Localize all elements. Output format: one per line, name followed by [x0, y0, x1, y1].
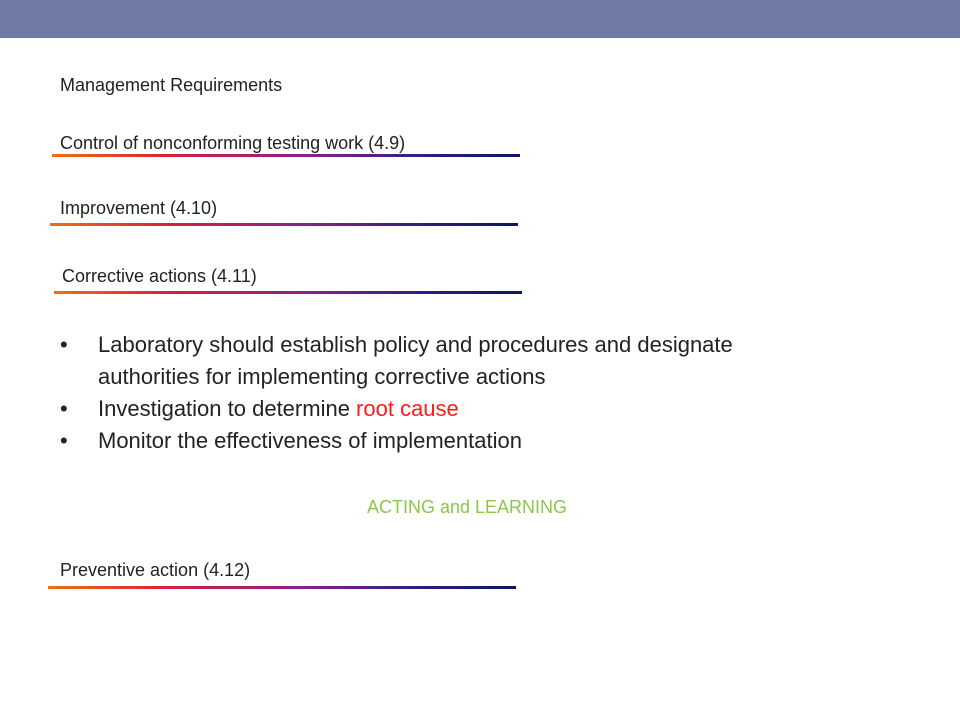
section-underline	[48, 586, 516, 589]
root-cause-highlight: root cause	[356, 396, 459, 421]
section-underline	[50, 223, 518, 226]
section-underline	[54, 291, 522, 294]
bullet-dot: •	[60, 332, 68, 357]
header-bar	[0, 0, 960, 38]
bullet-dot: •	[60, 428, 68, 453]
bullet-text: Laboratory should establish policy and p…	[98, 332, 733, 389]
bullet-text-container: Investigation to determine root cause	[98, 393, 760, 425]
section-heading-nonconforming: Control of nonconforming testing work (4…	[60, 133, 406, 153]
section-heading-corrective: Corrective actions (4.11)	[62, 266, 257, 286]
bullet-list: • Laboratory should establish policy and…	[60, 329, 760, 457]
bullet-item: • Investigation to determine root cause	[60, 393, 760, 425]
bullet-item: • Laboratory should establish policy and…	[60, 329, 760, 393]
bullet-text: Investigation to determine	[98, 396, 357, 421]
section-underline	[52, 154, 520, 157]
bullet-text: Monitor the effectiveness of implementat…	[98, 428, 522, 453]
section-heading-preventive: Preventive action (4.12)	[60, 560, 251, 580]
acting-learning-note: ACTING and LEARNING	[366, 497, 568, 517]
section-heading-improvement: Improvement (4.10)	[60, 198, 218, 218]
bullet-item: • Monitor the effectiveness of implement…	[60, 425, 760, 457]
bullet-dot: •	[60, 396, 68, 421]
page-title: Management Requirements	[60, 75, 283, 95]
